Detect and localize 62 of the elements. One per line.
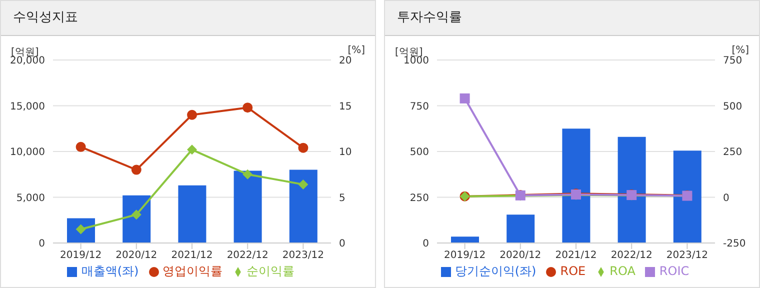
x-tick-label: 2022/12 [610, 250, 652, 262]
x-tick-label: 2020/12 [116, 250, 158, 262]
y-tick-label: 1000 [404, 56, 429, 67]
y-tick-label: 500 [410, 147, 429, 158]
y2-tick-label: 500 [723, 101, 742, 112]
bar [618, 136, 646, 243]
y-tick-label: 750 [410, 101, 429, 112]
x-tick-label: 2020/12 [500, 250, 542, 262]
y2-tick-label: 0 [339, 238, 346, 250]
legend-label: 영업이익률 [162, 264, 223, 278]
point [298, 179, 308, 190]
bar [451, 236, 479, 243]
y2-tick-label: 250 [723, 147, 742, 158]
y-tick-label: 0 [38, 238, 45, 250]
point [131, 210, 142, 220]
x-tick-label: 2023/12 [666, 250, 708, 262]
bar [673, 150, 702, 243]
x-tick-label: 2022/12 [226, 250, 268, 262]
y2-tick-label: 5 [339, 192, 346, 204]
y-tick-label: 10,000 [10, 147, 45, 158]
y2-tick-label: 750 [723, 56, 742, 67]
y2-tick-label: -250 [723, 238, 746, 250]
chart-title: 수익성지표 [1, 1, 375, 36]
point [76, 142, 86, 152]
y2-tick-label: 20 [339, 56, 352, 67]
y2-tick-label: 10 [339, 147, 352, 158]
y2-axis-title: [%] [348, 45, 365, 56]
legend-label: 매출액(좌) [81, 264, 139, 278]
x-tick-label: 2023/12 [282, 250, 324, 262]
x-tick-label: 2021/12 [555, 250, 597, 262]
legend-label: 당기순이익(좌) [454, 264, 536, 278]
x-tick-label: 2019/12 [444, 250, 486, 262]
legend-label: ROE [560, 264, 586, 278]
bar [289, 170, 318, 243]
y-axis-title: [억원] [395, 46, 423, 58]
bar [562, 128, 590, 243]
chart-title: 투자수익률 [385, 1, 759, 36]
y-axis-title: [억원] [11, 46, 39, 58]
y-tick-label: 5,000 [16, 192, 45, 204]
bar [178, 185, 206, 243]
bar [122, 195, 151, 243]
legend-label: ROIC [659, 264, 690, 278]
point [242, 169, 253, 180]
y-tick-label: 15,000 [10, 101, 45, 112]
legend-label: 순이익률 [246, 264, 295, 278]
y2-axis-title: [%] [732, 45, 749, 56]
x-tick-label: 2019/12 [60, 250, 102, 262]
point [460, 93, 470, 104]
y-tick-label: 250 [410, 192, 429, 204]
bar [506, 214, 535, 243]
y2-tick-label: 0 [723, 192, 730, 204]
point [298, 142, 308, 153]
y2-tick-label: 15 [339, 101, 352, 112]
x-tick-label: 2021/12 [171, 250, 213, 262]
y-tick-label: 0 [422, 238, 429, 250]
legend-label: ROA [610, 264, 636, 278]
bar [234, 170, 262, 243]
point [131, 164, 142, 175]
y-tick-label: 20,000 [10, 56, 45, 67]
point [187, 110, 197, 120]
point [187, 144, 197, 155]
point [242, 102, 253, 113]
